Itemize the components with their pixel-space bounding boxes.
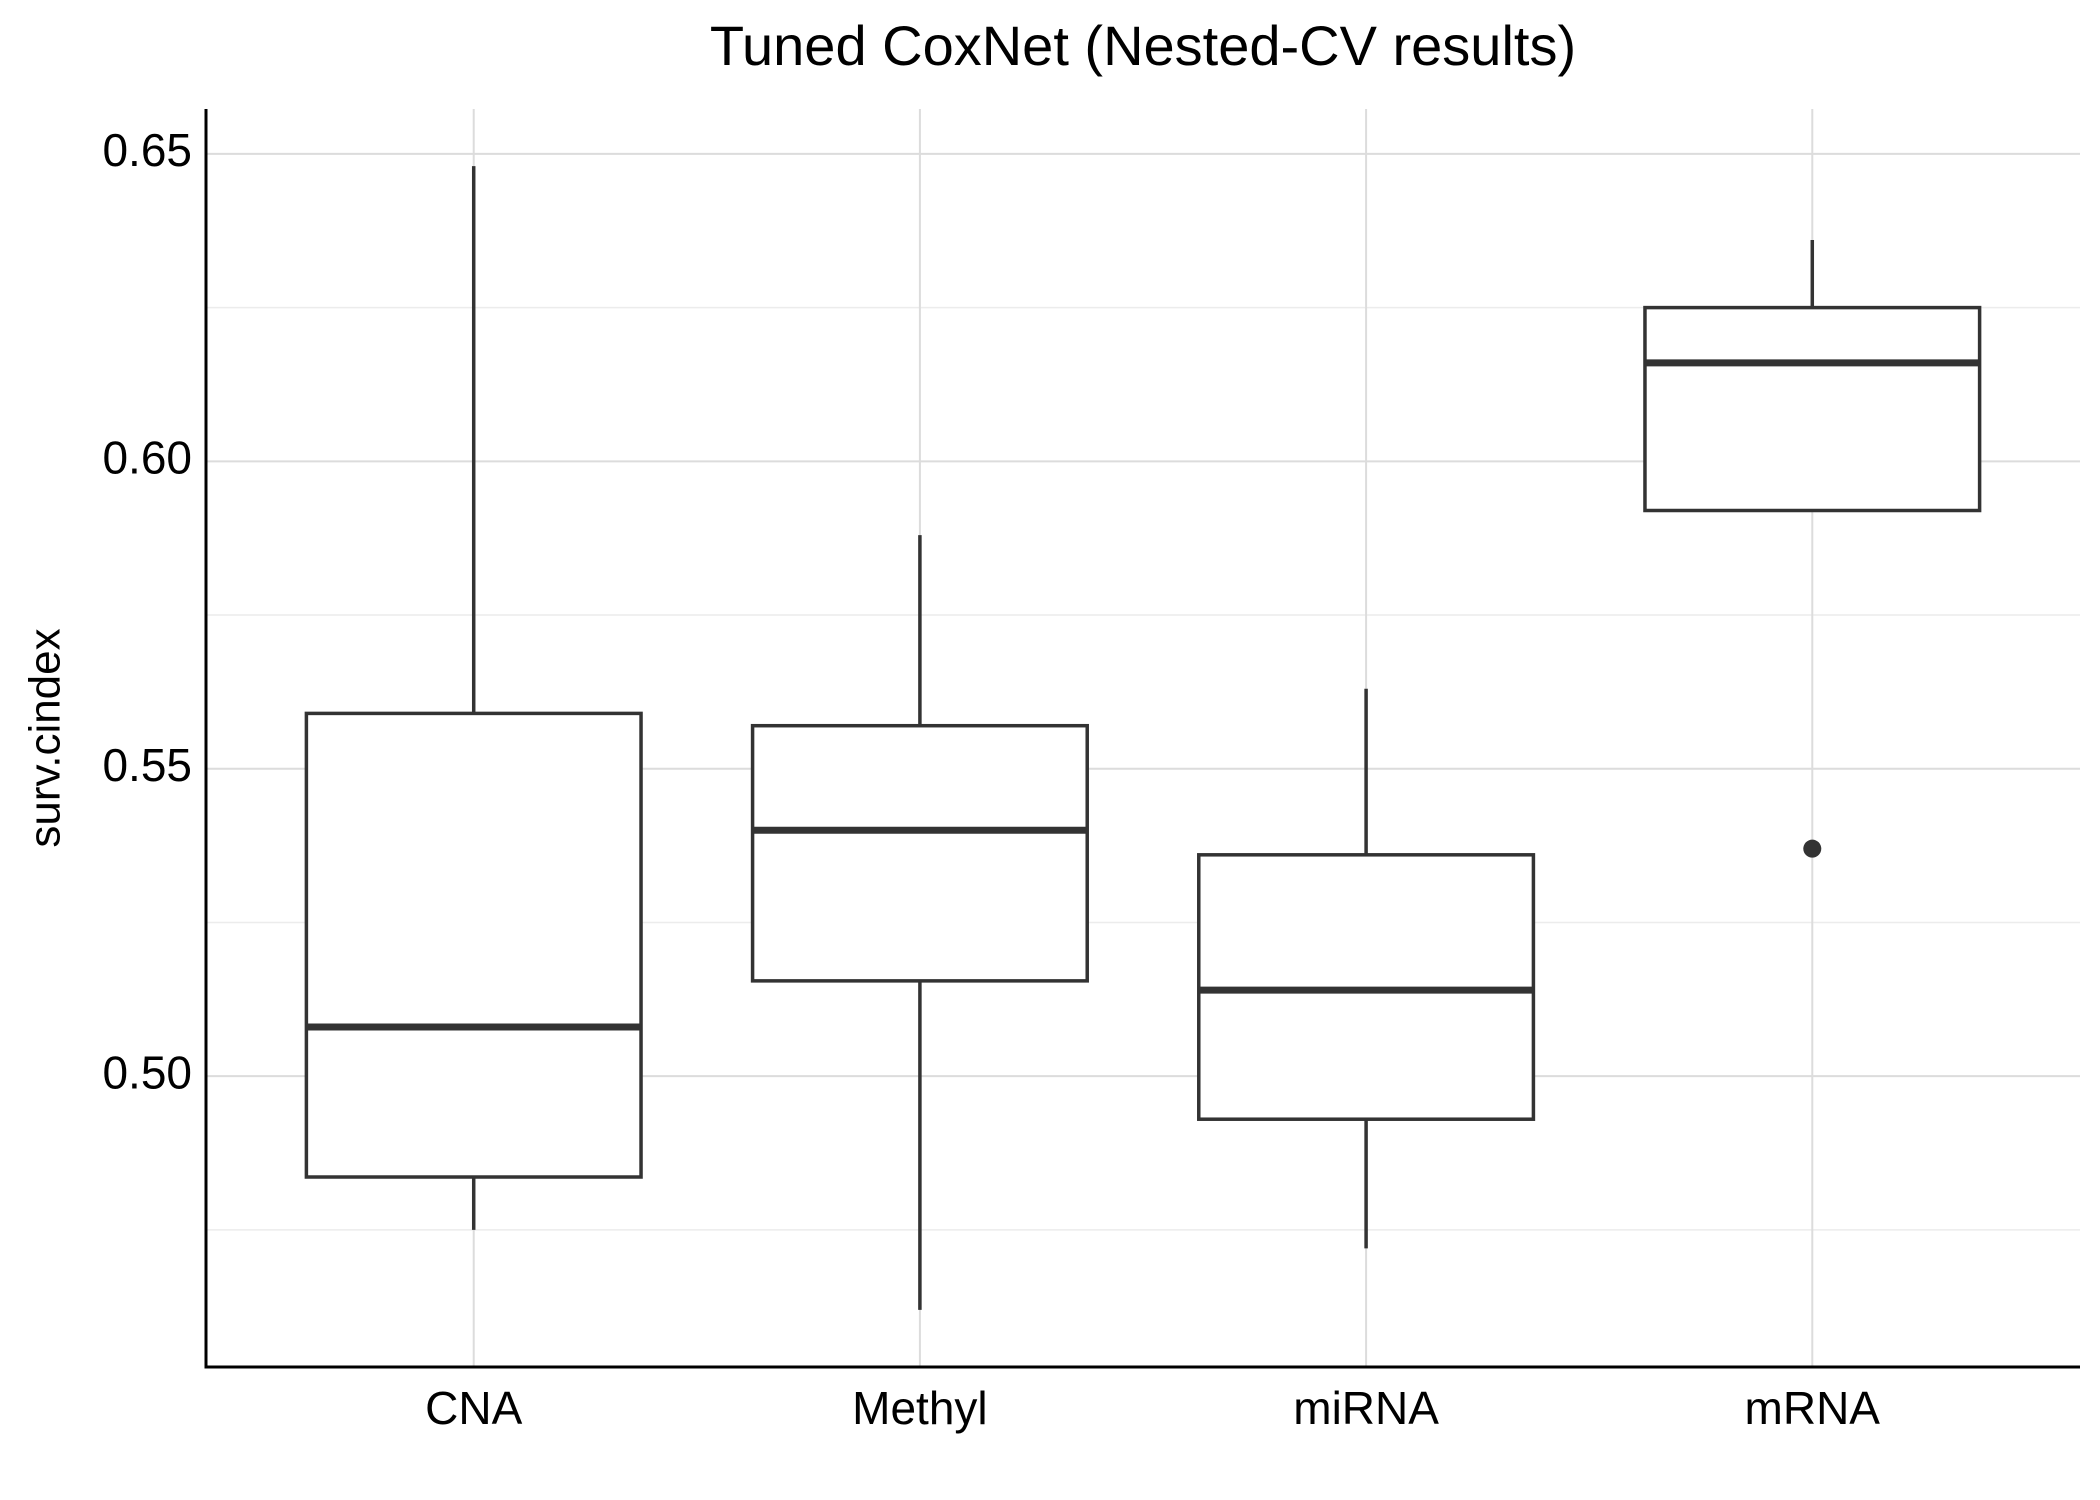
y-tick-label: 0.50 (102, 1046, 192, 1098)
x-tick-label: miRNA (1293, 1382, 1439, 1434)
box (750, 723, 1089, 983)
y-tick-label: 0.65 (102, 124, 192, 176)
x-tick-label: CNA (425, 1382, 522, 1434)
box (1643, 305, 1982, 513)
y-axis-label: surv.cindex (21, 628, 70, 847)
chart-title: Tuned CoxNet (Nested-CV results) (710, 14, 1576, 77)
outlier (1803, 839, 1822, 858)
box (304, 711, 643, 1179)
y-tick-label: 0.60 (102, 431, 192, 483)
x-tick-label: mRNA (1745, 1382, 1881, 1434)
x-tick-label: Methyl (852, 1382, 987, 1434)
y-tick-label: 0.55 (102, 739, 192, 791)
